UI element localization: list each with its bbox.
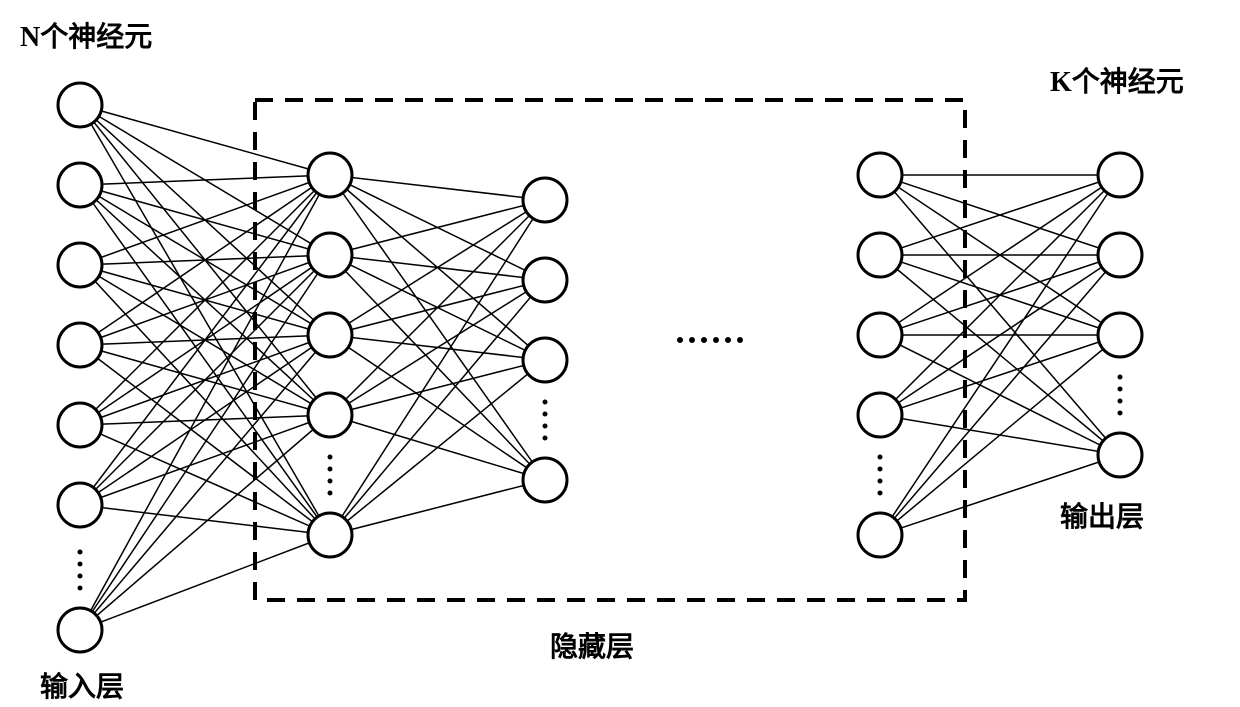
label-n-neurons: N个神经元 [20,15,152,55]
label-k-neurons: K个神经元 [1050,60,1184,100]
label-hidden-layer: 隐藏层 [550,625,634,665]
diagram-svg [0,0,1240,707]
label-output-layer: 输出层 [1060,495,1144,535]
label-input-layer: 输入层 [40,665,124,705]
neural-network-diagram: N个神经元 K个神经元 输入层 隐藏层 输出层 [0,0,1240,707]
